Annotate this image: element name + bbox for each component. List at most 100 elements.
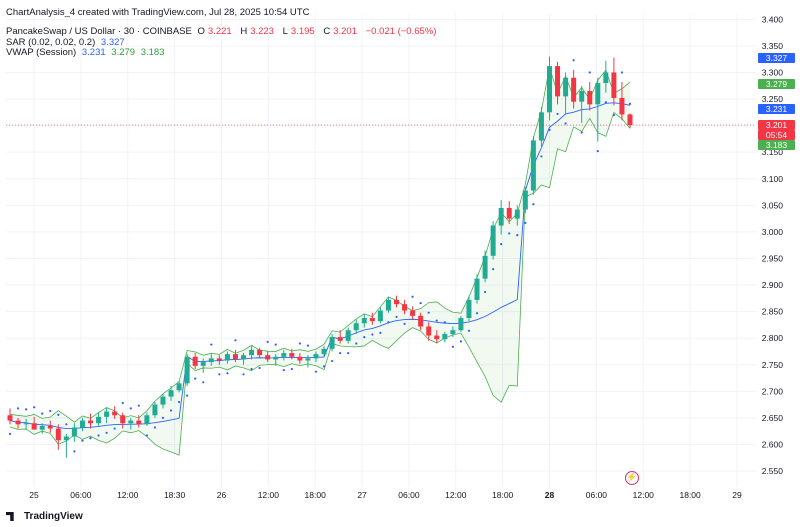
candle-body xyxy=(192,356,198,366)
sar-dot xyxy=(475,312,479,315)
candle-body xyxy=(120,415,126,424)
tradingview-logo[interactable]: TradingView xyxy=(6,511,83,522)
candle-body xyxy=(273,356,279,360)
sar-dot xyxy=(65,423,68,426)
sar-dot xyxy=(121,401,124,405)
x-tick-label: 27 xyxy=(357,490,367,500)
sar-dot xyxy=(282,368,285,372)
chart-credit: ChartAnalysis_4 created with TradingView… xyxy=(6,7,310,18)
lightning-icon[interactable]: ⚡ xyxy=(625,471,639,485)
sar-dot xyxy=(411,295,414,298)
sar-dot xyxy=(169,409,173,412)
candle-body xyxy=(71,427,77,437)
symbol-label[interactable]: PancakeSwap / US Dollar · 30 · COINBASE xyxy=(6,26,192,37)
sar-dot xyxy=(395,315,398,319)
candle-body xyxy=(321,348,327,355)
sar-dot xyxy=(419,302,422,305)
price-tag: 3.231 xyxy=(758,104,795,115)
sar-dot xyxy=(467,329,471,332)
sar-dot xyxy=(234,339,237,342)
candle-body xyxy=(224,354,230,361)
x-tick-label: 12:00 xyxy=(258,490,280,500)
sar-dot xyxy=(355,342,358,345)
sar-dot xyxy=(524,221,527,224)
sar-label: SAR (0.02, 0.02, 0.2) xyxy=(6,37,96,48)
candle-body xyxy=(168,390,174,397)
candle-body xyxy=(595,83,601,105)
candle-body xyxy=(611,72,617,98)
sar-dot xyxy=(588,71,591,74)
sar-dot xyxy=(49,409,52,413)
sar-legend[interactable]: SAR (0.02, 0.02, 0.2) 3.327 xyxy=(6,37,128,48)
y-tick-label: 2.550 xyxy=(762,466,784,476)
candle-body xyxy=(289,353,295,357)
candle-body xyxy=(96,416,102,424)
sar-dot xyxy=(274,343,277,346)
candle-body xyxy=(136,420,142,425)
sar-dot xyxy=(347,351,350,355)
high-label: H xyxy=(240,26,248,37)
sar-dot xyxy=(339,351,342,355)
candle-body xyxy=(79,420,85,428)
grid-lines xyxy=(6,14,756,487)
y-tick-label: 2.850 xyxy=(762,307,784,317)
candlestick-series xyxy=(7,56,633,458)
candle-body xyxy=(361,317,367,324)
vwap-upper-band xyxy=(9,66,631,423)
candle-body xyxy=(458,317,464,331)
sar-dot xyxy=(628,102,632,105)
sar-dot xyxy=(57,413,60,416)
sar-dot xyxy=(556,112,559,116)
candle-body xyxy=(434,335,440,340)
vwap-lower-value: 3.183 xyxy=(140,47,165,58)
candle-body xyxy=(7,415,13,421)
sar-dot xyxy=(8,432,12,435)
sar-dot xyxy=(25,408,28,411)
candle-body xyxy=(257,349,263,356)
price-tag: 3.201 xyxy=(758,120,795,131)
candle-body xyxy=(385,299,391,311)
vwap-legend[interactable]: VWAP (Session) 3.231 3.279 3.183 xyxy=(6,47,167,58)
candle-body xyxy=(579,91,585,102)
candle-body xyxy=(47,425,53,429)
candle-body xyxy=(184,356,190,384)
low-label: L xyxy=(282,26,288,37)
high-value: 3.223 xyxy=(250,26,274,37)
candle-body xyxy=(571,77,577,102)
sar-dot xyxy=(459,340,463,343)
y-tick-label: 2.700 xyxy=(762,386,784,396)
candle-body xyxy=(482,255,488,279)
x-tick-label: 06:00 xyxy=(70,490,92,500)
candle-body xyxy=(297,356,303,361)
candle-body xyxy=(402,304,408,311)
sar-dot xyxy=(258,366,261,370)
vwap-label: VWAP (Session) xyxy=(6,47,77,58)
sar-dot xyxy=(113,427,116,430)
sar-dot xyxy=(41,412,44,415)
close-value: 3.201 xyxy=(333,26,357,37)
vwap-line xyxy=(9,102,631,430)
y-tick-label: 2.600 xyxy=(762,439,784,449)
sar-dot xyxy=(129,407,132,410)
sar-dot xyxy=(387,321,390,324)
sar-dot xyxy=(451,345,454,348)
candle-body xyxy=(450,330,456,334)
y-tick-label: 2.650 xyxy=(762,413,784,423)
y-tick-label: 3.000 xyxy=(762,227,784,237)
candle-body xyxy=(490,225,496,256)
candle-body xyxy=(241,355,247,360)
candle-body xyxy=(546,66,552,113)
sar-dot xyxy=(443,321,446,324)
x-tick-label: 18:00 xyxy=(305,490,327,500)
candle-body xyxy=(538,112,544,141)
candle-body xyxy=(474,278,480,300)
sar-dot xyxy=(177,400,181,404)
price-axis[interactable]: 3.4003.3503.3003.2503.2003.1503.1003.050… xyxy=(762,14,784,476)
candle-body xyxy=(627,114,633,126)
x-tick-label: 12:00 xyxy=(633,490,655,500)
time-axis[interactable]: 25 06:00 12:00 18:30 26 12:00 18:00 27 06:00 12:0… xyxy=(29,490,742,500)
sar-dot xyxy=(371,333,374,336)
sar-dot xyxy=(202,381,205,384)
candle-body xyxy=(305,358,311,361)
